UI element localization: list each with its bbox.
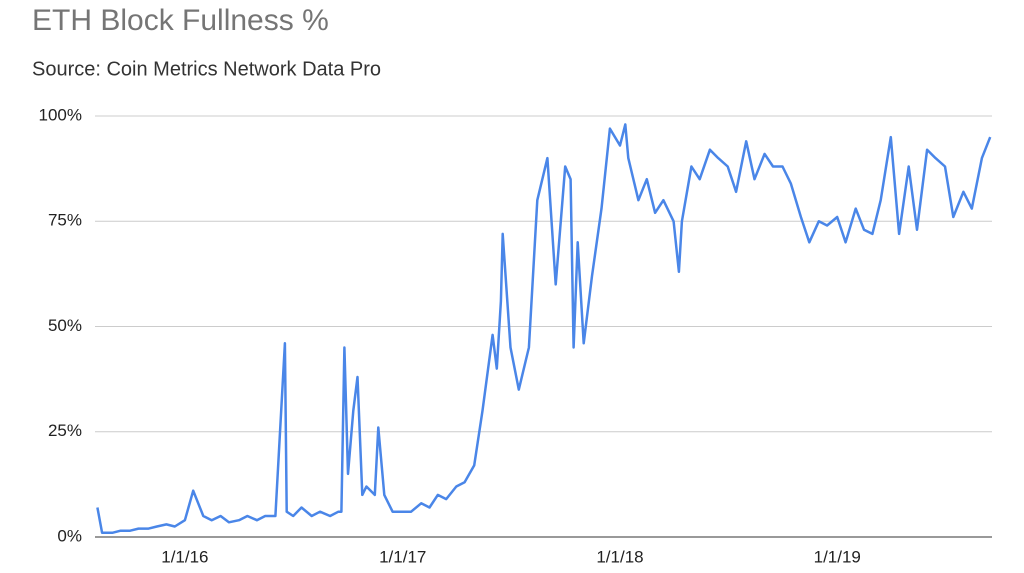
data-line [96, 123, 992, 535]
chart-subtitle: Source: Coin Metrics Network Data Pro [32, 58, 381, 80]
y-tick-label: 100% [39, 105, 82, 124]
y-tick-label: 0% [57, 526, 82, 545]
x-tick-label: 1/1/16 [161, 547, 208, 566]
x-tick-label: 1/1/18 [596, 547, 643, 566]
y-tick-label: 50% [48, 316, 82, 335]
y-tick-label: 75% [48, 211, 82, 230]
chart-title: ETH Block Fullness % [32, 4, 329, 37]
x-tick-label: 1/1/19 [814, 547, 861, 566]
y-tick-label: 25% [48, 421, 82, 440]
x-tick-label: 1/1/17 [379, 547, 426, 566]
